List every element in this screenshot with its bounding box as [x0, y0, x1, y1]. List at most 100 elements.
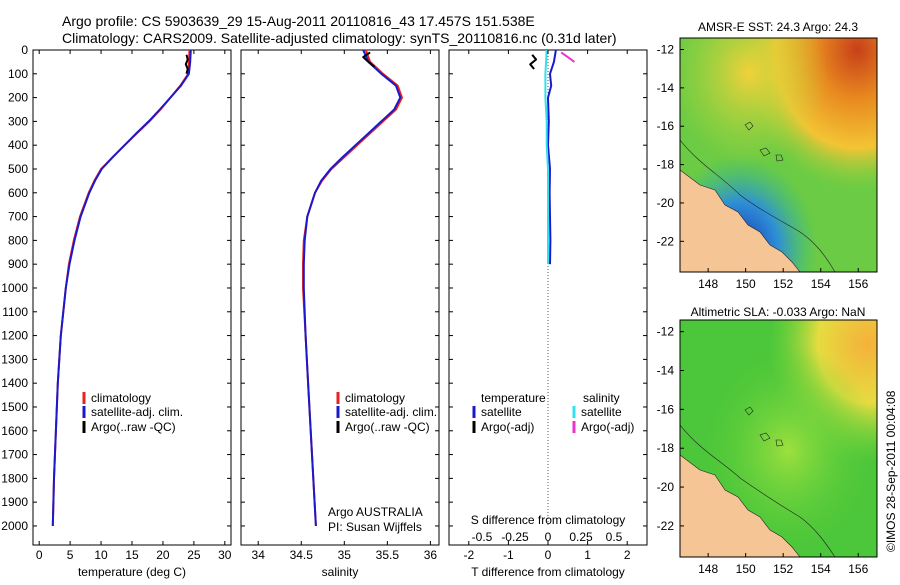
- x-tick-label: 35: [338, 548, 352, 562]
- depth-tick-label: 600: [8, 186, 28, 200]
- x-tick-label: 25: [187, 548, 201, 562]
- x-tick-label: 5: [67, 548, 74, 562]
- x-tick-label: -2: [463, 548, 474, 562]
- depth-tick-label: 500: [8, 162, 28, 176]
- salinity-xlabel: salinity: [322, 565, 359, 579]
- sla-map-title: Altimetric SLA: -0.033 Argo: NaN: [691, 305, 866, 319]
- temperature-xlabel: temperature (deg C): [78, 565, 186, 579]
- depth-tick-label: 1400: [1, 376, 28, 390]
- series-line-temperature-argo-adj-: [529, 54, 538, 70]
- x2-tick-label: 0.5: [606, 530, 623, 544]
- x-tick-label: 36: [424, 548, 438, 562]
- sst-map: [680, 38, 877, 272]
- diff-legend-temp-satellite-label: satellite: [481, 405, 522, 419]
- legend-satellite-label: satellite-adj. clim.: [91, 405, 183, 419]
- legend-climatology-label: climatology: [345, 391, 405, 405]
- lat-tick-label: -20: [657, 480, 675, 494]
- series-line-salinity-argo-adj-: [560, 51, 575, 63]
- series-line-satellite-adj-clim-: [51, 49, 192, 527]
- series-line-climatology: [302, 49, 403, 527]
- x-tick-label: 10: [94, 548, 108, 562]
- legend-argo-label: Argo(..raw -QC): [91, 420, 176, 434]
- lat-tick-label: -20: [657, 196, 675, 210]
- salinity-panel-frame: [240, 49, 440, 546]
- legend-satellite-label: satellite-adj. clim.: [345, 405, 437, 419]
- x-tick-label: 0: [36, 548, 43, 562]
- diff-legend-temperature-title: temperature: [481, 391, 546, 405]
- x2-tick-label: -0.25: [501, 530, 529, 544]
- lon-tick-label: 156: [848, 277, 868, 291]
- header-line1: Argo profile: CS 5903639_29 15-Aug-2011 …: [62, 13, 535, 29]
- temperature-series: [51, 49, 192, 527]
- depth-tick-label: 1800: [1, 471, 28, 485]
- x2-tick-label: 0.25: [569, 530, 593, 544]
- temperature-legend: climatology satellite-adj. clim. Argo(..…: [82, 391, 183, 434]
- lat-tick-label: -12: [657, 43, 675, 57]
- axis-ticks: 0 5 10 15 20 25 30 34 34.5 35 35.5 36 -2 -1 0 1 2 -0.5 -0.…: [33, 49, 647, 562]
- depth-tick-label: 300: [8, 114, 28, 128]
- x-tick-label: 20: [156, 548, 170, 562]
- depth-tick-label: 1300: [1, 352, 28, 366]
- depth-tick-label: 1600: [1, 424, 28, 438]
- lat-tick-label: -18: [657, 441, 675, 455]
- x-tick-label: 30: [218, 548, 232, 562]
- lon-tick-label: 152: [773, 277, 793, 291]
- diff-legend-sal-satellite-label: satellite: [581, 405, 622, 419]
- lon-tick-label: 154: [811, 277, 831, 291]
- x2-tick-label: -0.5: [472, 530, 493, 544]
- lat-tick-label: -14: [657, 81, 675, 95]
- credit-text: ©IMOS 28-Sep-2011 00:04:08: [884, 390, 898, 552]
- sla-map: [680, 320, 877, 557]
- x-tick-label: 34: [252, 548, 266, 562]
- difference-legend: temperature salinity satellite Argo(-adj…: [472, 391, 634, 434]
- x-tick-label: 35.5: [376, 548, 400, 562]
- salinity-series: [302, 49, 403, 527]
- legend-argo-label: Argo(..raw -QC): [345, 420, 430, 434]
- x-tick-label: 0: [545, 548, 552, 562]
- x2-tick-label: 0: [545, 530, 552, 544]
- sst-map-coastline: [680, 169, 801, 272]
- difference-xlabel: T difference from climatology: [471, 565, 625, 579]
- x-tick-label: 34.5: [290, 548, 314, 562]
- lat-tick-label: -22: [657, 519, 675, 533]
- depth-tick-label: 1700: [1, 448, 28, 462]
- depth-tick-label: 0: [21, 43, 28, 57]
- depth-tick-label: 700: [8, 210, 28, 224]
- lat-tick-label: -16: [657, 402, 675, 416]
- depth-tick-label: 800: [8, 233, 28, 247]
- map-axis-ticks: -12 -14 -16 -18 -20 -22 148 150 152 154 156 -12 -14 -…: [657, 43, 869, 576]
- lat-tick-label: -14: [657, 364, 675, 378]
- difference-series: [529, 49, 575, 527]
- depth-tick-label: 1200: [1, 329, 28, 343]
- lat-tick-label: -18: [657, 158, 675, 172]
- lat-tick-label: -22: [657, 234, 675, 248]
- depth-tick-label: 1000: [1, 281, 28, 295]
- lon-tick-label: 156: [848, 562, 868, 576]
- diff-legend-salinity-title: salinity: [583, 391, 620, 405]
- lon-tick-label: 152: [773, 562, 793, 576]
- series-line-satellite-adj-clim-: [302, 49, 402, 527]
- x-tick-label: 2: [624, 548, 631, 562]
- depth-tick-label: 400: [8, 138, 28, 152]
- sst-map-shelf-contour: [680, 139, 836, 272]
- depth-tick-label: 1900: [1, 495, 28, 509]
- sst-map-reef-1: [744, 121, 784, 162]
- depth-tick-label: 100: [8, 67, 28, 81]
- depth-tick-label: 2000: [1, 519, 28, 533]
- lon-tick-label: 150: [736, 277, 756, 291]
- float-info-line2: PI: Susan Wijffels: [328, 520, 422, 534]
- depth-tick-label: 900: [8, 257, 28, 271]
- lon-tick-label: 154: [811, 562, 831, 576]
- diff-legend-temp-argo-label: Argo(-adj): [481, 420, 534, 434]
- sla-map-reef-1: [744, 406, 784, 447]
- x-tick-label: -1: [503, 548, 514, 562]
- x-tick-label: 1: [584, 548, 591, 562]
- lat-tick-label: -12: [657, 325, 675, 339]
- sla-map-shelf-contour: [680, 424, 836, 557]
- header-line2: Climatology: CARS2009. Satellite-adjuste…: [62, 30, 617, 46]
- depth-tick-label: 1100: [2, 305, 28, 319]
- salinity-legend: climatology satellite-adj. clim. Argo(..…: [336, 391, 437, 434]
- temperature-panel-frame: [32, 49, 232, 546]
- sst-map-title: AMSR-E SST: 24.3 Argo: 24.3: [698, 20, 858, 34]
